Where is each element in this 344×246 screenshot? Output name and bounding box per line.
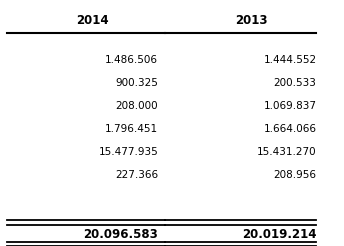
Text: 15.477.935: 15.477.935 xyxy=(98,147,158,157)
Text: 900.325: 900.325 xyxy=(115,78,158,88)
Text: 1.664.066: 1.664.066 xyxy=(264,124,316,134)
Text: 1.444.552: 1.444.552 xyxy=(264,55,316,65)
Text: 1.796.451: 1.796.451 xyxy=(105,124,158,134)
Text: 2014: 2014 xyxy=(77,15,109,27)
Text: 2013: 2013 xyxy=(235,15,267,27)
Text: 1.069.837: 1.069.837 xyxy=(264,101,316,111)
Text: 208.956: 208.956 xyxy=(273,170,316,180)
Text: 20.096.583: 20.096.583 xyxy=(84,228,158,241)
Text: 1.486.506: 1.486.506 xyxy=(105,55,158,65)
Text: 227.366: 227.366 xyxy=(115,170,158,180)
Text: 20.019.214: 20.019.214 xyxy=(242,228,316,241)
Text: 208.000: 208.000 xyxy=(116,101,158,111)
Text: 15.431.270: 15.431.270 xyxy=(257,147,316,157)
Text: 200.533: 200.533 xyxy=(273,78,316,88)
